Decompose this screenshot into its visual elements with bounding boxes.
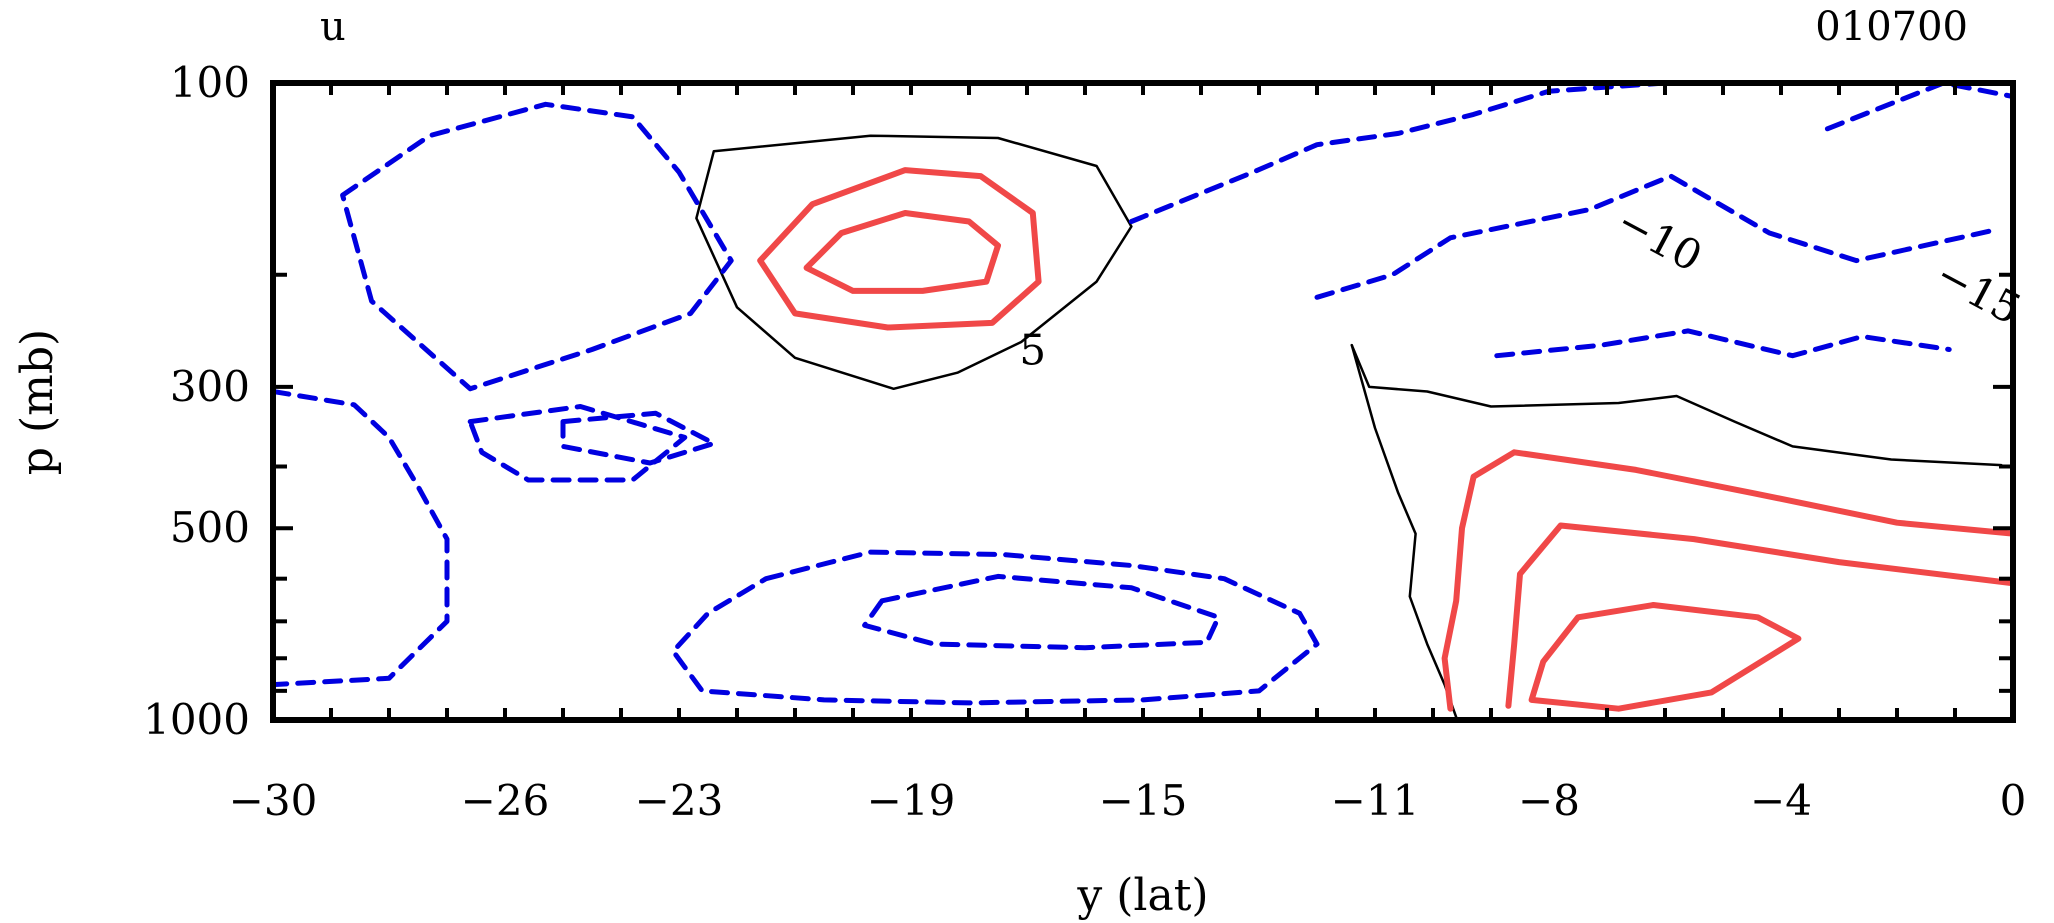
y-tick-label: 1000 [143,695,250,744]
y-tick-label: 300 [170,362,250,411]
x-tick-label: −26 [461,776,550,825]
x-axis-label: y (lat) [1076,870,1208,921]
contour-line-level-0-0 [695,134,1133,391]
contour-line-level-15-7 [1528,602,1802,712]
contour-line-level--10-15 [1314,173,1999,300]
contour-line-level--10-13 [862,573,1221,651]
y-tick-labels: 100 300 500 1000 [143,58,250,744]
x-tick-label: −15 [1099,776,1188,825]
contour-line-level--15-16 [1494,328,1952,359]
y-tick-label: 500 [170,503,250,552]
contour-line-level-5-1 [757,167,1042,331]
contour-line-level--5-9 [273,389,450,688]
contour-line-level-10-6 [1505,522,2013,709]
axis-ticks [271,81,2015,722]
x-tick-label: −4 [1750,776,1812,825]
contour-line-level--5-12 [670,549,1320,706]
contour-value-label: −10 [1609,197,1710,282]
variable-label: u [320,4,346,50]
contour-line-level-10-2 [803,210,1001,294]
contour-line-level-0-4 [1350,343,1458,719]
contour-value-label: 5 [1019,326,1046,375]
contour-line-level--10-10 [467,404,688,483]
x-tick-label: −8 [1518,776,1580,825]
contour-line-level-5-5 [1441,449,2013,712]
x-tick-labels: −30 −26 −23 −19 −15 −11 −8 −4 0 [229,776,2027,825]
x-tick-label: −30 [229,776,318,825]
x-tick-label: −23 [635,776,724,825]
contour-lines [273,83,2013,719]
contour-line-level--20-17 [1824,83,2013,132]
x-tick-label: −11 [1331,776,1420,825]
contour-line-level--5-14 [1128,83,1668,224]
time-label: 010700 [1815,4,1968,50]
contour-line-level--5-8 [340,101,734,392]
contour-line-level-0-3 [1350,343,2003,467]
y-axis-label: p (mb) [12,329,63,475]
plot-frame [270,80,2016,723]
y-tick-label: 100 [170,58,250,107]
contour-line-level--15-11 [560,410,717,466]
x-tick-label: 0 [2000,776,2027,825]
x-tick-label: −19 [867,776,956,825]
